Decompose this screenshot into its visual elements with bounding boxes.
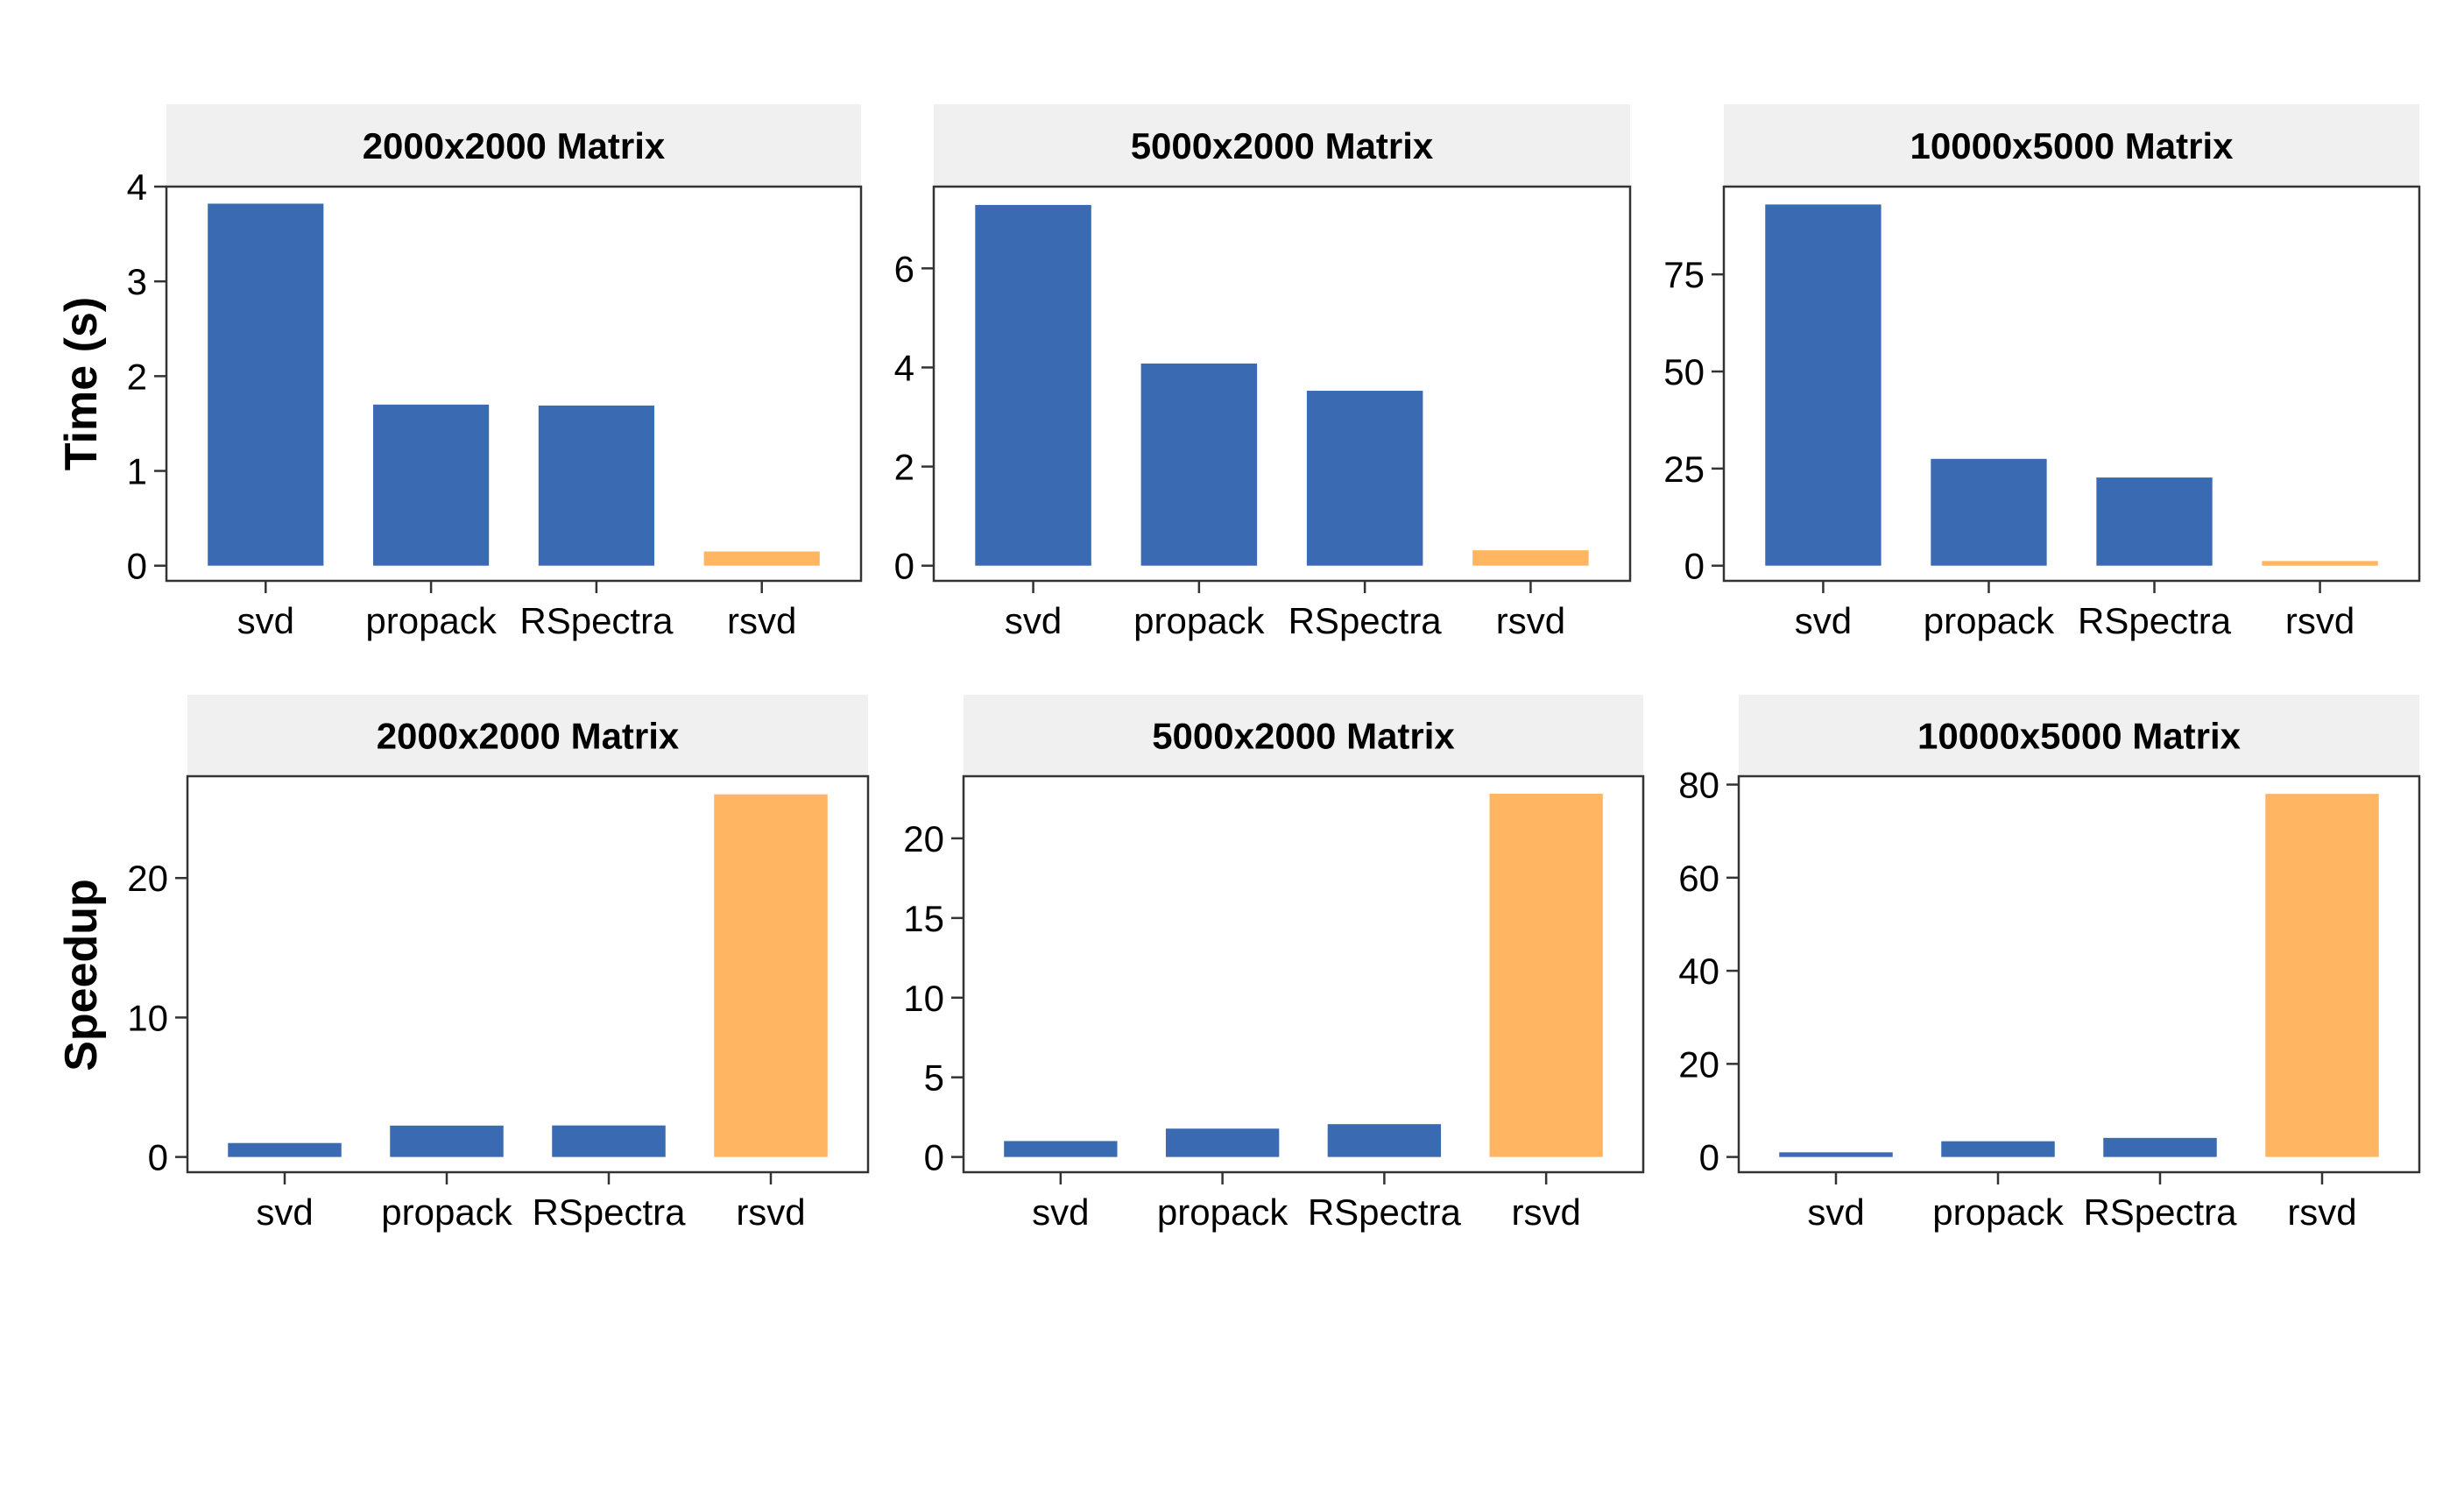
y-tick-label-2-50: 50 (1663, 351, 1705, 392)
x-tick-label-0-RSpectra: RSpectra (519, 600, 674, 641)
x-tick-label-1-svd: svd (1005, 600, 1062, 641)
x-tick-label-1-RSpectra: RSpectra (1288, 600, 1443, 641)
y-tick-label-3-0: 0 (148, 1137, 168, 1178)
x-tick-label-4-RSpectra: RSpectra (1308, 1191, 1462, 1233)
y-tick-label-5-0: 0 (1699, 1137, 1719, 1178)
y-tick-label-0-0: 0 (127, 546, 147, 587)
bar-0-propack (373, 404, 490, 566)
y-tick-label-5-40: 40 (1678, 951, 1719, 992)
bar-1-rsvd (1472, 550, 1589, 566)
bar-2-svd (1765, 204, 1882, 566)
x-tick-label-1-rsvd: rsvd (1496, 600, 1565, 641)
x-tick-label-5-svd: svd (1807, 1191, 1864, 1233)
panel-4-title: 5000x2000 Matrix (1152, 716, 1455, 757)
panel-5-title: 10000x5000 Matrix (1917, 716, 2242, 757)
y-tick-label-5-80: 80 (1678, 765, 1719, 806)
x-tick-label-0-svd: svd (237, 600, 294, 641)
panel-2-title: 10000x5000 Matrix (1910, 125, 2235, 166)
x-tick-label-2-rsvd: rsvd (2285, 600, 2355, 641)
y-tick-label-5-60: 60 (1678, 858, 1719, 899)
bar-4-svd (1004, 1141, 1118, 1157)
panel-3-title: 2000x2000 Matrix (377, 716, 680, 757)
x-tick-label-0-propack: propack (365, 600, 497, 641)
chart-panel-2: 10000x5000 Matrix svd propack RSpectra rsvd 0… (1663, 104, 2421, 641)
chart-panel-4: 5000x2000 Matrix svd propack RSpectra rsvd 0 5… (903, 695, 1645, 1233)
x-tick-label-3-svd: svd (256, 1191, 313, 1233)
bar-5-rsvd (2265, 794, 2379, 1157)
x-tick-label-5-RSpectra: RSpectra (2083, 1191, 2237, 1233)
y-tick-label-3-20: 20 (127, 858, 168, 899)
chart-panel-0: 2000x2000 Matrix svd propack RSpectra rsvd 0 1… (127, 104, 863, 641)
y-tick-label-4-15: 15 (903, 898, 944, 939)
chart-panel-3: 2000x2000 Matrix svd propack RSpectra rsvd 0 1… (127, 695, 870, 1233)
bar-1-svd (975, 204, 1091, 566)
bar-4-propack (1165, 1128, 1280, 1157)
row-1-y-axis-label: Speedup (56, 879, 107, 1071)
y-tick-label-4-20: 20 (903, 818, 944, 859)
chart-panel-1: 5000x2000 Matrix svd propack RSpectra rsvd 0 2… (894, 104, 1632, 641)
x-tick-label-5-rsvd: rsvd (2287, 1191, 2356, 1233)
chart-panel-5: 10000x5000 Matrix svd propack RSpectra rsvd 0… (1678, 695, 2421, 1233)
y-tick-label-0-2: 2 (127, 356, 147, 397)
bar-4-rsvd (1489, 794, 1603, 1157)
bar-2-RSpectra (2096, 477, 2213, 566)
row-0-y-axis-label: Time (s) (56, 297, 107, 470)
panel-5-strip (1739, 695, 2419, 776)
y-tick-label-0-4: 4 (127, 166, 147, 208)
x-tick-label-4-svd: svd (1032, 1191, 1089, 1233)
x-tick-label-5-propack: propack (1932, 1191, 2064, 1233)
y-tick-label-1-6: 6 (894, 248, 914, 289)
bar-2-propack (1931, 458, 2047, 566)
panel-1-strip (934, 104, 1630, 187)
panel-0-title: 2000x2000 Matrix (363, 125, 666, 166)
y-tick-label-2-75: 75 (1663, 254, 1705, 295)
y-tick-label-4-5: 5 (924, 1057, 944, 1099)
bar-0-rsvd (703, 551, 820, 566)
x-tick-label-3-rsvd: rsvd (736, 1191, 805, 1233)
y-tick-label-0-3: 3 (127, 261, 147, 302)
y-tick-label-1-0: 0 (894, 546, 914, 587)
y-tick-label-2-0: 0 (1684, 546, 1705, 587)
panel-1-title: 5000x2000 Matrix (1131, 125, 1434, 166)
y-tick-label-4-10: 10 (903, 978, 944, 1019)
bar-3-rsvd (714, 794, 828, 1157)
bar-0-svd (208, 203, 324, 566)
bar-0-RSpectra (538, 405, 654, 566)
panel-0-strip (166, 104, 861, 187)
x-tick-label-3-propack: propack (381, 1191, 512, 1233)
panel-3-strip (187, 695, 868, 776)
y-tick-label-1-2: 2 (894, 447, 914, 488)
bar-4-RSpectra (1327, 1124, 1442, 1157)
bar-3-RSpectra (552, 1125, 666, 1157)
bar-5-svd (1779, 1152, 1893, 1157)
bar-1-RSpectra (1306, 391, 1423, 566)
bar-3-svd (228, 1142, 342, 1157)
x-tick-label-2-RSpectra: RSpectra (2078, 600, 2232, 641)
x-tick-label-2-svd: svd (1795, 600, 1852, 641)
panel-2-strip (1724, 104, 2419, 187)
panel-4-strip (964, 695, 1643, 776)
x-tick-label-1-propack: propack (1133, 600, 1265, 641)
bar-3-propack (390, 1125, 504, 1157)
x-tick-label-2-propack: propack (1924, 600, 2055, 641)
x-tick-label-4-rsvd: rsvd (1511, 1191, 1580, 1233)
bar-2-rsvd (2262, 561, 2378, 566)
x-tick-label-4-propack: propack (1157, 1191, 1288, 1233)
y-tick-label-0-1: 1 (127, 451, 147, 492)
bar-5-RSpectra (2103, 1137, 2217, 1157)
y-tick-label-4-0: 0 (924, 1137, 944, 1178)
y-tick-label-3-10: 10 (127, 997, 168, 1038)
x-tick-label-0-rsvd: rsvd (727, 600, 796, 641)
bar-5-propack (1941, 1141, 2055, 1157)
x-tick-label-3-RSpectra: RSpectra (532, 1191, 686, 1233)
y-tick-label-5-20: 20 (1678, 1043, 1719, 1085)
bar-1-propack (1140, 363, 1258, 566)
y-tick-label-2-25: 25 (1663, 449, 1705, 490)
y-tick-label-1-4: 4 (894, 347, 914, 388)
